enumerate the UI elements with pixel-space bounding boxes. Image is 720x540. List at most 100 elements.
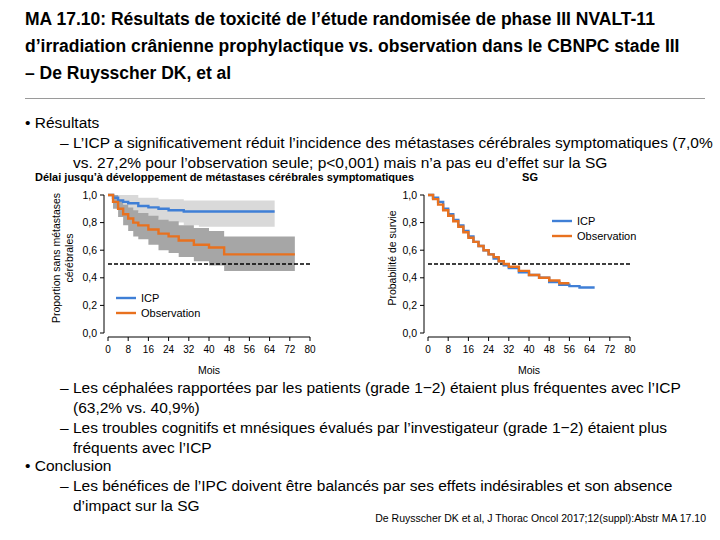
x-tick-label: 64 [584,344,596,355]
y-tick-label: 0,8 [402,216,417,228]
y-tick-label: 1,0 [402,189,417,201]
x-tick-label: 16 [143,344,155,355]
y-tick [100,222,104,223]
x-tick [269,337,270,341]
x-tick [569,337,570,341]
x-tick-label: 0 [105,344,111,355]
bullet-heading: • Résultats [25,113,99,133]
x-tick [168,337,169,341]
citation: De Ruysscher DK et al, J Thorac Oncol 20… [375,512,706,524]
y-tick [100,305,104,306]
x-tick-label: 80 [624,344,636,355]
x-tick-label: 16 [463,344,475,355]
legend-label: ICP [577,215,595,227]
x-axis-label: Mois [198,364,220,376]
x-tick-label: 80 [304,344,316,355]
y-tick-label: 0,4 [402,271,417,283]
y-tick-label: 0,6 [402,244,417,256]
x-tick-label: 56 [564,344,576,355]
y-tick [420,305,424,306]
x-tick [609,337,610,341]
x-tick [529,337,530,341]
legend-swatch [552,220,572,222]
y-tick-label: 0,2 [402,299,417,311]
x-tick [448,337,449,341]
bullet-item: – Les bénéfices de l’IPC doivent être ba… [60,476,698,516]
y-axis-label: Probabilité de survie [378,178,406,338]
legend: ICP Observation [116,292,200,319]
x-tick-label: 0 [425,344,431,355]
reference-line [428,263,630,265]
legend-swatch [116,297,136,299]
charts: Délai jusqu’à développement de métastase… [0,0,720,540]
legend-swatch [116,312,136,314]
y-tick-label: 1,0 [82,189,97,201]
x-tick-label: 72 [604,344,616,355]
x-tick [468,337,469,341]
y-tick [420,250,424,251]
y-axis-label: Proportion sans métastases cérébrales [48,171,76,346]
y-tick [100,277,104,278]
legend-label: Observation [577,230,636,242]
x-tick [289,337,290,341]
x-tick [549,337,550,341]
series-line [108,195,295,254]
x-tick-label: 32 [503,344,515,355]
x-tick-label: 8 [125,344,131,355]
series-line [428,195,595,287]
title-line: MA 17.10: Résultats de toxicité de l’étu… [25,6,655,33]
bullet-item: – Les céphalées rapportées par les patie… [60,378,703,418]
y-tick [100,195,104,196]
y-tick [420,195,424,196]
x-tick-label: 48 [544,344,556,355]
x-tick-label: 56 [244,344,256,355]
x-tick [148,337,149,341]
y-tick-label: 0,6 [82,244,97,256]
y-tick [100,250,104,251]
confidence-band [108,195,295,271]
y-tick [100,333,104,334]
y-tick [420,222,424,223]
x-tick [488,337,489,341]
x-tick [209,337,210,341]
x-tick-label: 24 [163,344,175,355]
x-tick [428,337,429,341]
y-tick-label: 0,4 [82,271,97,283]
x-tick [508,337,509,341]
y-axis [104,195,105,333]
x-tick-label: 48 [224,344,236,355]
y-tick-label: 0,8 [82,216,97,228]
y-tick-label: 0,0 [82,327,97,339]
y-axis [424,195,425,333]
x-axis-label: Mois [518,364,540,376]
x-tick-label: 32 [183,344,195,355]
legend-label: ICP [141,292,159,304]
slide: { "header": { "title": [ "MA 17.10: Résu… [0,0,720,540]
chart: SGMois0,00,20,40,60,81,00816243240485664… [402,171,636,376]
x-tick [108,337,109,341]
x-tick [188,337,189,341]
x-tick-label: 64 [264,344,276,355]
series-line [428,195,569,283]
bullet-item: – Les troubles cognitifs et mnésiques év… [60,418,703,458]
y-tick-label: 0,2 [82,299,97,311]
x-tick [229,337,230,341]
x-tick [630,337,631,341]
bullet-heading: • Conclusion [25,456,111,476]
legend: ICP Observation [552,215,636,242]
y-tick-label: 0,0 [402,327,417,339]
x-tick-label: 24 [483,344,495,355]
x-tick-label: 72 [284,344,296,355]
x-tick-label: 40 [203,344,215,355]
x-tick [128,337,129,341]
title-rule [25,98,705,99]
series-line [108,195,275,212]
legend-label: Observation [141,307,200,319]
legend-swatch [552,235,572,237]
reference-line [108,263,310,265]
chart: Délai jusqu’à développement de métastase… [35,171,414,376]
x-tick [589,337,590,341]
x-tick [249,337,250,341]
y-tick [420,333,424,334]
y-tick [420,277,424,278]
